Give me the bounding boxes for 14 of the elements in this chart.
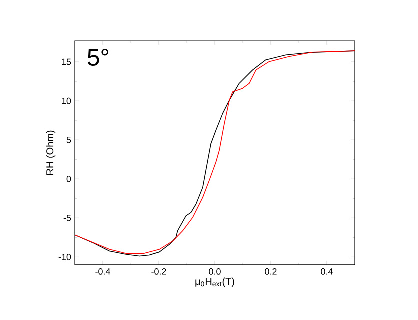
annotation: 5° [88, 49, 108, 66]
x-tick-label: -0.2 [152, 268, 166, 275]
y-tick-label: 10 [62, 98, 72, 104]
x-tick-label: -0.4 [96, 268, 110, 275]
x-tick-label: 0.0 [209, 268, 221, 275]
y-tick-label: -10 [58, 254, 72, 260]
y-tick-label: 5 [66, 136, 72, 144]
x-axis-title: μ$_{0}$H$_{ext}$(T) [196, 278, 234, 288]
y-axis-title: RH (Ohm) [46, 130, 56, 175]
x-tick-label: 0.2 [265, 268, 277, 275]
x-tick-label: 0.4 [321, 268, 333, 275]
y-tick-label: -5 [64, 215, 72, 222]
y-tick-label: 0 [66, 176, 72, 182]
y-tick-label: 15 [62, 58, 72, 66]
